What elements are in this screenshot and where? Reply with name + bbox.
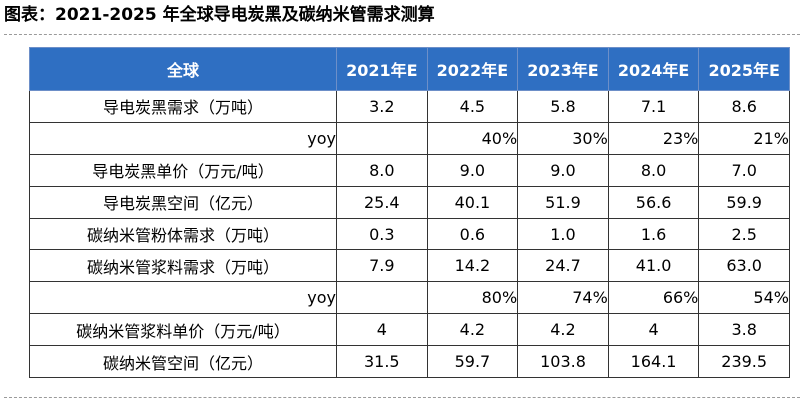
table-cell: 7.1: [607, 90, 700, 123]
table-cell: 4.2: [426, 313, 519, 347]
row-label: 碳纳米管粉体需求（万吨）: [29, 217, 337, 251]
table-cell: 56.6: [607, 185, 700, 219]
table-cell: 4: [607, 313, 700, 347]
table-cell: 4.5: [426, 90, 519, 123]
header-year: 2025年E: [698, 47, 790, 91]
bottom-divider: [4, 397, 800, 398]
data-table: 全球 2021年E 2022年E 2023年E 2024年E 2025年E 导电…: [29, 47, 790, 379]
table-cell: 51.9: [517, 185, 609, 219]
table-row: yoy 80% 74% 66% 54%: [29, 281, 790, 315]
table-cell: 54%: [698, 281, 790, 315]
table-cell: 30%: [517, 121, 609, 155]
header-year: 2024年E: [607, 47, 700, 91]
table-cell: 7.9: [336, 249, 428, 283]
table-cell: 5.8: [517, 90, 609, 123]
row-label: 导电炭黑需求（万吨）: [29, 90, 337, 123]
table-cell: [336, 281, 428, 315]
table-row: 导电炭黑单价（万元/吨） 8.0 9.0 9.0 8.0 7.0: [29, 153, 790, 187]
table-cell: 9.0: [517, 153, 609, 187]
table-cell: 40.1: [426, 185, 519, 219]
table-cell: 21%: [698, 121, 790, 155]
table-cell: 41.0: [607, 249, 700, 283]
table-cell: 0.3: [336, 217, 428, 251]
table-cell: 23%: [607, 121, 700, 155]
table-cell: 4: [336, 313, 428, 347]
table-cell: 4.2: [517, 313, 609, 347]
row-label: 导电炭黑单价（万元/吨）: [29, 153, 337, 187]
table-cell: 59.9: [698, 185, 790, 219]
table-cell: 103.8: [517, 345, 609, 379]
header-year: 2023年E: [517, 47, 609, 91]
row-label: yoy: [29, 281, 337, 315]
table-cell: 2.5: [698, 217, 790, 251]
table-cell: 25.4: [336, 185, 428, 219]
table-cell: 66%: [607, 281, 700, 315]
table-cell: 3.8: [698, 313, 790, 347]
table-cell: 0.6: [426, 217, 519, 251]
table-cell: 7.0: [698, 153, 790, 187]
header-year: 2021年E: [336, 47, 428, 91]
table-row: yoy 40% 30% 23% 21%: [29, 121, 790, 155]
table-cell: 59.7: [426, 345, 519, 379]
table-cell: 1.0: [517, 217, 609, 251]
table-cell: 24.7: [517, 249, 609, 283]
table-row: 导电炭黑需求（万吨） 3.2 4.5 5.8 7.1 8.6: [29, 90, 790, 123]
table-row: 碳纳米管空间（亿元） 31.5 59.7 103.8 164.1 239.5: [29, 345, 790, 379]
row-label: 碳纳米管浆料需求（万吨）: [29, 249, 337, 283]
table-header-row: 全球 2021年E 2022年E 2023年E 2024年E 2025年E: [29, 47, 790, 91]
table-cell: 239.5: [698, 345, 790, 379]
row-label: 导电炭黑空间（亿元）: [29, 185, 337, 219]
table-row: 碳纳米管粉体需求（万吨） 0.3 0.6 1.0 1.6 2.5: [29, 217, 790, 251]
table-cell: 8.0: [336, 153, 428, 187]
row-label: 碳纳米管空间（亿元）: [29, 345, 337, 379]
table-cell: 8.6: [698, 90, 790, 123]
table-row: 导电炭黑空间（亿元） 25.4 40.1 51.9 56.6 59.9: [29, 185, 790, 219]
header-region-label: 全球: [29, 47, 337, 91]
page-title: 图表：2021-2025 年全球导电炭黑及碳纳米管需求测算: [4, 5, 435, 25]
table-cell: 31.5: [336, 345, 428, 379]
table-cell: 9.0: [426, 153, 519, 187]
table-cell: 3.2: [336, 90, 428, 123]
table-cell: 80%: [426, 281, 519, 315]
table-cell: 164.1: [607, 345, 700, 379]
table-cell: 63.0: [698, 249, 790, 283]
table-cell: 8.0: [607, 153, 700, 187]
table-cell: [336, 121, 428, 155]
table-cell: 40%: [426, 121, 519, 155]
table-row: 碳纳米管浆料单价（万元/吨） 4 4.2 4.2 4 3.8: [29, 313, 790, 347]
row-label: yoy: [29, 121, 337, 155]
table-cell: 14.2: [426, 249, 519, 283]
row-label: 碳纳米管浆料单价（万元/吨）: [29, 313, 337, 347]
table-cell: 1.6: [607, 217, 700, 251]
top-divider: [4, 34, 800, 35]
table-cell: 74%: [517, 281, 609, 315]
table-row: 碳纳米管浆料需求（万吨） 7.9 14.2 24.7 41.0 63.0: [29, 249, 790, 283]
header-year: 2022年E: [426, 47, 519, 91]
